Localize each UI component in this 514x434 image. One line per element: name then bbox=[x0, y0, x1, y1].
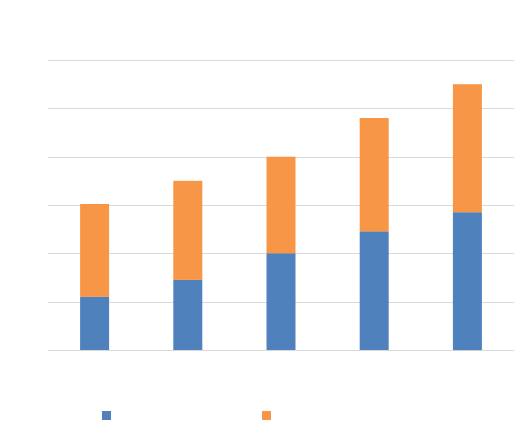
bar-series2-cat5 bbox=[452, 84, 482, 213]
bar-series1-cat3 bbox=[266, 253, 296, 350]
legend bbox=[102, 411, 271, 420]
bar-series1-cat1 bbox=[80, 296, 110, 350]
bar-series1-cat2 bbox=[173, 279, 203, 350]
legend-swatch-series2 bbox=[262, 411, 271, 420]
bars bbox=[80, 84, 482, 351]
bar-series2-cat4 bbox=[359, 118, 389, 232]
bar-series2-cat3 bbox=[266, 156, 296, 254]
legend-swatch-series1 bbox=[102, 411, 111, 420]
bar-series2-cat2 bbox=[173, 180, 203, 280]
bar-series1-cat4 bbox=[359, 231, 389, 350]
bar-series2-cat1 bbox=[80, 204, 110, 297]
bar-series1-cat5 bbox=[452, 212, 482, 351]
